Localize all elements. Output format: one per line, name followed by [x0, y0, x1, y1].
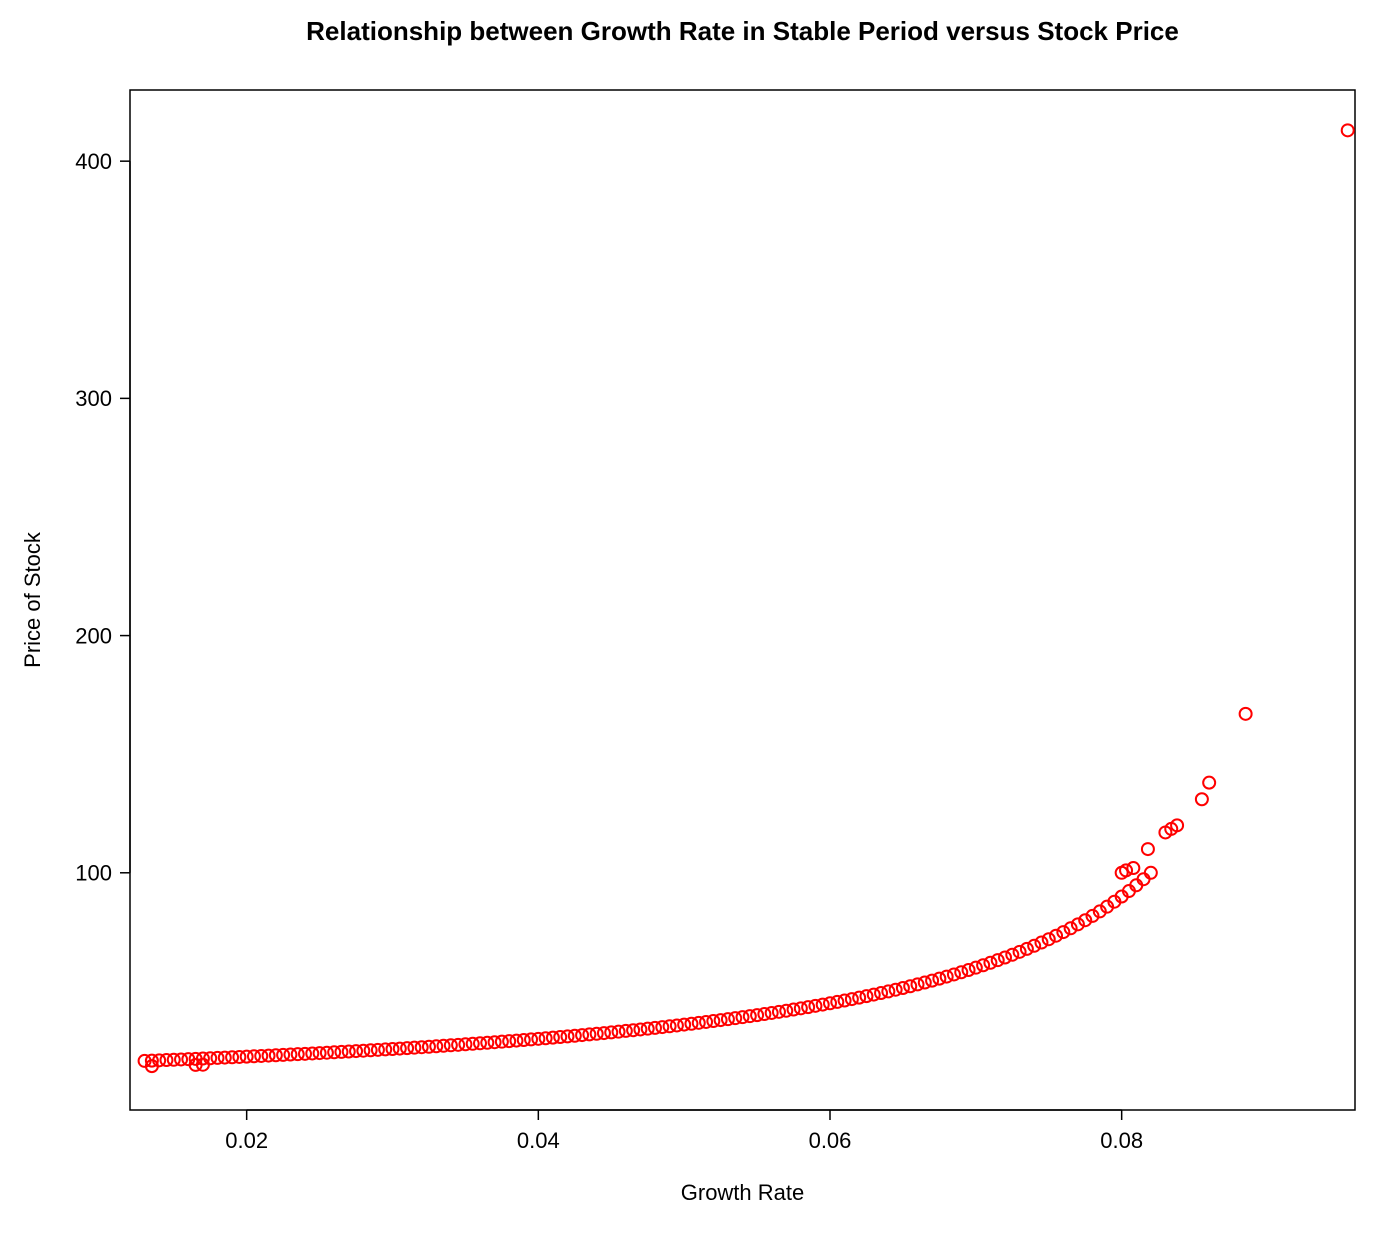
data-point [1021, 943, 1033, 955]
scatter-plot: 0.02 0.04 0.06 0.08 100 200 300 400 Relationship… [0, 0, 1393, 1253]
data-point [1006, 949, 1018, 961]
chart-container: 0.02 0.04 0.06 0.08 100 200 300 400 Relationship… [0, 0, 1393, 1253]
data-point [970, 962, 982, 974]
y-tick-label: 100 [75, 860, 112, 885]
data-point [984, 957, 996, 969]
x-tick-label: 0.04 [517, 1128, 560, 1153]
data-point [1043, 933, 1055, 945]
data-point [1142, 843, 1154, 855]
y-tick-label: 400 [75, 149, 112, 174]
data-point [977, 959, 989, 971]
data-point [941, 971, 953, 983]
y-axis-label: Price of Stock [20, 531, 45, 668]
plot-border [130, 90, 1355, 1110]
data-point [963, 964, 975, 976]
data-point [1145, 867, 1157, 879]
data-point [1057, 926, 1069, 938]
data-point [1050, 930, 1062, 942]
data-point [1240, 708, 1252, 720]
x-tick-label: 0.06 [809, 1128, 852, 1153]
data-point [1203, 777, 1215, 789]
data-points [139, 124, 1354, 1072]
data-point [1342, 124, 1354, 136]
data-point [1028, 940, 1040, 952]
data-point [1014, 946, 1026, 958]
data-point [999, 952, 1011, 964]
data-point [1035, 937, 1047, 949]
x-axis-label: Growth Rate [681, 1180, 805, 1205]
data-point [1120, 864, 1132, 876]
x-tick-label: 0.08 [1100, 1128, 1143, 1153]
y-tick-label: 300 [75, 386, 112, 411]
y-tick-label: 200 [75, 623, 112, 648]
x-tick-label: 0.02 [225, 1128, 268, 1153]
data-point [948, 968, 960, 980]
chart-title: Relationship between Growth Rate in Stab… [306, 16, 1179, 46]
data-point [1127, 862, 1139, 874]
data-point [1196, 793, 1208, 805]
data-point [955, 966, 967, 978]
data-point [992, 954, 1004, 966]
